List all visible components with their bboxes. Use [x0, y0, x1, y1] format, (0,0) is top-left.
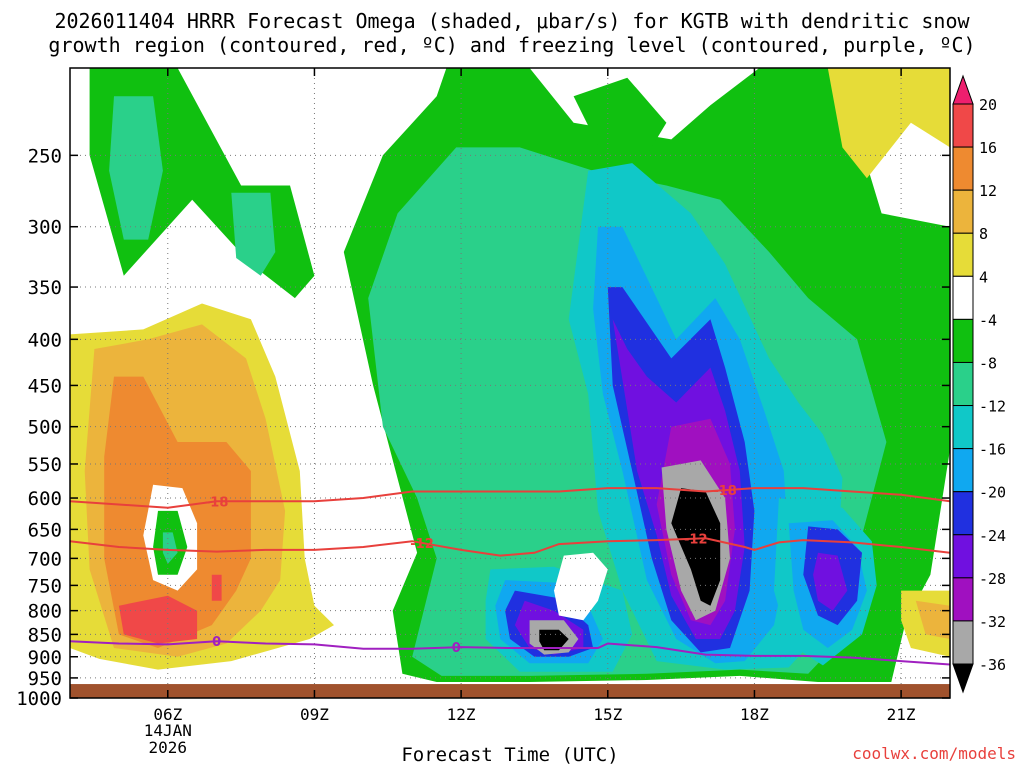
colorbar-label-3: 8	[979, 225, 988, 243]
omega-region-23	[573, 77, 667, 156]
y-tick-label-850: 850	[28, 624, 62, 646]
colorbar-swatch-4	[952, 232, 974, 277]
colorbar-arrow-bottom	[952, 663, 974, 694]
colorbar-label-4: 4	[979, 268, 988, 286]
colorbar-swatch-5	[952, 275, 974, 320]
y-tick-label-700: 700	[28, 548, 62, 570]
omega-region-11	[671, 488, 721, 606]
chart-title-line2: growth region (contoured, red, ºC) and f…	[48, 33, 976, 57]
ground-layer	[70, 684, 950, 698]
y-tick-label-800: 800	[28, 601, 62, 623]
omega-region-27	[118, 595, 198, 644]
y-tick-label-950: 950	[28, 668, 62, 690]
y-tick-label-900: 900	[28, 647, 62, 669]
colorbar-swatch-13	[952, 620, 974, 665]
colorbar-swatch-10	[952, 491, 974, 536]
omega-region-17	[539, 629, 569, 651]
y-tick-label-400: 400	[28, 329, 62, 351]
colorbar-arrow-top	[952, 74, 974, 105]
colorbar-label-13: -36	[979, 656, 1006, 674]
dendritic-label-0: -18	[205, 495, 229, 510]
contour-layer: -18 -12 0 0 -18 -12	[70, 484, 950, 666]
colorbar-swatch-12	[952, 577, 974, 622]
omega-region-1	[109, 96, 163, 240]
dendritic-label-1: -12	[410, 537, 434, 552]
x-tick-date: 14JAN	[144, 721, 192, 740]
x-tick-label-09Z: 09Z	[300, 705, 329, 724]
ground-fill	[70, 684, 950, 698]
x-tick-year: 2026	[149, 738, 188, 757]
omega-region-28	[211, 574, 222, 601]
x-axis-label: Forecast Time (UTC)	[401, 744, 619, 766]
colorbar-swatch-1	[952, 103, 974, 148]
credit-text: coolwx.com/models	[852, 744, 1016, 763]
colorbar-label-10: -24	[979, 527, 1006, 545]
freezing-label-1: 0	[452, 641, 461, 656]
y-tick-label-1000: 1000	[16, 688, 62, 710]
colorbar-swatch-2	[952, 146, 974, 191]
colorbar-label-0: 20	[979, 96, 997, 114]
colorbar-label-2: 12	[979, 182, 997, 200]
omega-region-22	[813, 552, 848, 611]
omega-fill-layer	[70, 68, 950, 682]
dendritic-contour-0	[70, 487, 950, 509]
gridlines	[70, 68, 950, 698]
dendritic-b-label-1: -12	[684, 533, 708, 548]
y-tick-label-250: 250	[28, 145, 62, 167]
y-tick-label-500: 500	[28, 417, 62, 439]
colorbar-swatch-11	[952, 534, 974, 579]
omega-region-2	[231, 192, 276, 276]
colorbar-label-6: -8	[979, 354, 997, 372]
colorbar-label-8: -16	[979, 441, 1006, 459]
omega-region-32	[827, 68, 950, 179]
colorbar-swatch-6	[952, 318, 974, 363]
dendritic-contour-1	[70, 537, 950, 557]
x-tick-label-12Z: 12Z	[447, 705, 476, 724]
omega-region-31	[162, 532, 178, 564]
colorbar-label-7: -12	[979, 398, 1006, 416]
x-tick-label-21Z: 21Z	[887, 705, 916, 724]
colorbar-label-5: -4	[979, 311, 997, 329]
y-tick-label-750: 750	[28, 575, 62, 597]
x-tick-label-15Z: 15Z	[593, 705, 622, 724]
x-tick-label-18Z: 18Z	[740, 705, 769, 724]
colorbar-label-11: -28	[979, 570, 1006, 588]
colorbar-swatch-7	[952, 361, 974, 407]
colorbar: 20 16 12 8 4 -4 -8 -12 -16 -20 -24 -28 -32 -36	[952, 74, 1006, 694]
y-tick-label-300: 300	[28, 217, 62, 239]
chart-title-line1: 2026011404 HRRR Forecast Omega (shaded, …	[54, 9, 970, 33]
x-tick-label-06Z: 06Z	[153, 705, 182, 724]
colorbar-swatch-8	[952, 405, 974, 450]
freezing-contour-0	[70, 640, 950, 666]
freezing-label-0: 0	[212, 635, 221, 650]
y-tick-label-550: 550	[28, 454, 62, 476]
omega-region-18	[554, 552, 608, 621]
axes-layer: 2503003504004505005506006507007508008509…	[16, 67, 951, 757]
plot-frame	[69, 67, 951, 699]
colorbar-swatch-9	[952, 448, 974, 493]
y-tick-label-600: 600	[28, 488, 62, 510]
colorbar-swatch-3	[952, 189, 974, 234]
y-tick-label-650: 650	[28, 519, 62, 541]
omega-region-34	[915, 600, 950, 639]
colorbar-label-1: 16	[979, 139, 997, 157]
colorbar-label-12: -32	[979, 613, 1006, 631]
y-tick-label-450: 450	[28, 375, 62, 397]
dendritic-b-label-0: -18	[713, 484, 737, 499]
colorbar-label-9: -20	[979, 484, 1006, 502]
y-tick-label-350: 350	[28, 277, 62, 299]
